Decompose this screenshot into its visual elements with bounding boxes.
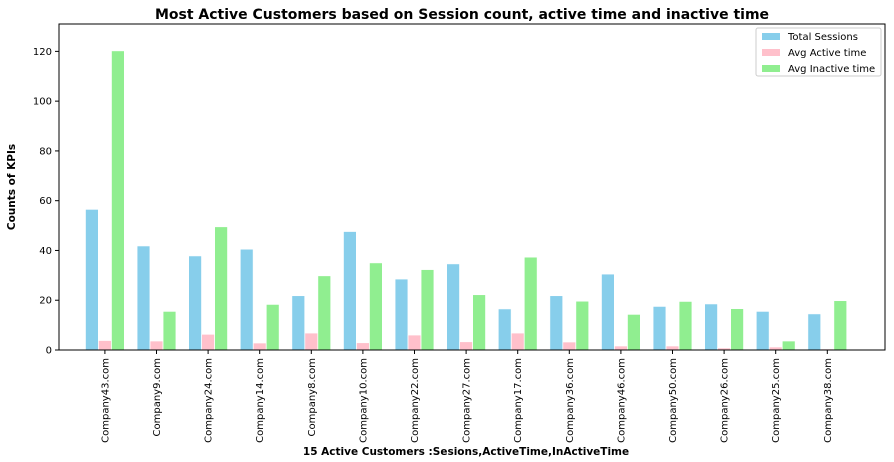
legend-swatch xyxy=(762,33,780,40)
y-tick-label: 80 xyxy=(39,146,52,157)
bar-total-sessions-13 xyxy=(755,311,770,351)
bars-group xyxy=(85,50,848,351)
y-tick-label: 40 xyxy=(39,246,52,257)
x-tick-label: Company38.com xyxy=(823,358,834,443)
x-tick-label: Company14.com xyxy=(255,358,266,443)
bar-total-sessions-12 xyxy=(704,303,718,351)
bar-avg-inactive-time-0 xyxy=(111,50,125,351)
bar-total-sessions-9 xyxy=(549,295,564,351)
bar-avg-inactive-time-11 xyxy=(678,301,693,351)
bar-total-sessions-0 xyxy=(85,209,99,351)
plot-frame xyxy=(58,23,886,351)
x-tick-label: Company25.com xyxy=(771,358,782,443)
bar-avg-active-time-4 xyxy=(304,332,318,351)
bar-total-sessions-1 xyxy=(136,245,151,351)
bar-avg-inactive-time-12 xyxy=(730,308,744,351)
legend-entry: Avg Active time xyxy=(788,48,866,59)
x-tick-label: Company50.com xyxy=(668,358,679,443)
bar-avg-inactive-time-7 xyxy=(472,294,486,351)
bar-avg-inactive-time-8 xyxy=(523,256,538,351)
bar-avg-inactive-time-6 xyxy=(420,269,435,351)
bar-avg-active-time-6 xyxy=(407,334,422,351)
y-tick-label: 0 xyxy=(46,346,52,357)
bar-total-sessions-6 xyxy=(394,278,409,351)
bar-avg-active-time-11 xyxy=(665,345,680,351)
x-tick-label: Company36.com xyxy=(565,358,576,443)
legend-swatch xyxy=(762,49,780,56)
x-tick-label: Company26.com xyxy=(720,358,731,443)
x-axis-label: 15 Active Customers :Sesions,ActiveTime,… xyxy=(303,446,629,458)
y-tick-label: 120 xyxy=(33,47,52,58)
x-tick-label: Company27.com xyxy=(462,358,473,443)
y-axis-ticks: 0 20 40 60 80 100 120 xyxy=(33,47,59,357)
y-axis-label: Counts of KPIs xyxy=(6,144,18,230)
legend-entry: Total Sessions xyxy=(787,32,858,43)
bar-avg-active-time-2 xyxy=(201,334,215,351)
x-tick-label: Company43.com xyxy=(100,358,111,443)
bar-total-sessions-3 xyxy=(240,248,254,351)
bar-total-sessions-2 xyxy=(188,255,202,351)
bar-avg-active-time-0 xyxy=(98,340,112,351)
bar-avg-inactive-time-1 xyxy=(162,311,177,351)
x-tick-label: Company17.com xyxy=(513,358,524,443)
bar-avg-inactive-time-10 xyxy=(627,314,641,351)
y-tick-label: 20 xyxy=(39,296,52,307)
bar-avg-active-time-8 xyxy=(510,332,525,351)
y-tick-label: 100 xyxy=(33,97,52,108)
bar-total-sessions-5 xyxy=(343,231,357,351)
x-tick-label: Company9.com xyxy=(152,358,163,436)
x-tick-label: Company8.com xyxy=(307,358,318,436)
legend: Total Sessions Avg Active time Avg Inactiv… xyxy=(755,27,882,77)
bar-avg-inactive-time-5 xyxy=(369,262,383,351)
y-tick-label: 60 xyxy=(39,196,52,207)
bar-total-sessions-4 xyxy=(291,295,305,351)
bar-avg-active-time-1 xyxy=(149,340,164,351)
bar-total-sessions-11 xyxy=(652,306,667,351)
legend-swatch xyxy=(762,65,780,72)
x-tick-label: Company46.com xyxy=(616,358,627,443)
bar-avg-inactive-time-14 xyxy=(833,300,848,351)
bar-avg-inactive-time-2 xyxy=(214,226,228,351)
bar-total-sessions-14 xyxy=(807,313,822,351)
bar-avg-inactive-time-9 xyxy=(575,300,590,351)
x-tick-label: Company24.com xyxy=(204,358,215,443)
bar-avg-active-time-5 xyxy=(356,342,370,351)
x-tick-label: Company10.com xyxy=(358,358,369,443)
bar-avg-inactive-time-4 xyxy=(317,275,331,351)
bar-avg-active-time-3 xyxy=(253,342,267,351)
bar-total-sessions-8 xyxy=(497,308,512,351)
bar-avg-active-time-10 xyxy=(614,345,628,351)
chart-title: Most Active Customers based on Session c… xyxy=(155,7,769,23)
x-tick-label: Company22.com xyxy=(410,358,421,443)
bar-total-sessions-10 xyxy=(601,273,615,351)
legend-frame xyxy=(755,27,882,77)
bar-total-sessions-7 xyxy=(446,263,460,351)
bar-avg-inactive-time-3 xyxy=(265,304,280,351)
bar-avg-active-time-7 xyxy=(459,341,473,351)
x-axis-ticks: Company43.com Company9.com Company24.com Co… xyxy=(100,350,834,443)
legend-entry: Avg Inactive time xyxy=(788,64,875,75)
bar-avg-active-time-9 xyxy=(562,341,577,351)
bar-avg-inactive-time-13 xyxy=(781,340,796,351)
